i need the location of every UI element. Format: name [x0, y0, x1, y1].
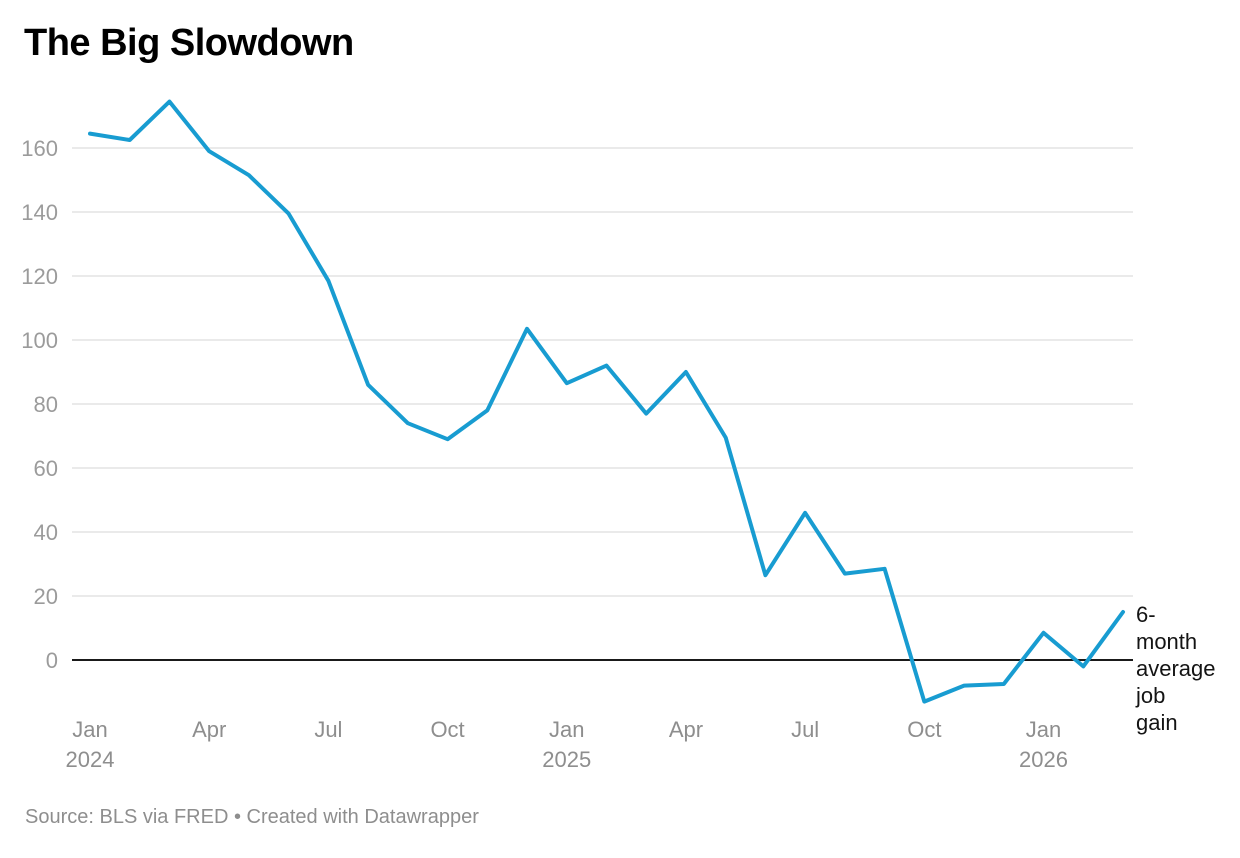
y-tick-label: 0 — [46, 648, 58, 673]
annotation-line: 6- — [1136, 602, 1156, 627]
x-tick-year: 2025 — [542, 747, 591, 772]
x-tick-label: Jan — [549, 717, 584, 742]
y-tick-label: 80 — [34, 392, 58, 417]
x-tick-label: Jan — [1026, 717, 1061, 742]
y-tick-label: 140 — [21, 200, 58, 225]
series-annotation: 6- month average job gain — [1136, 601, 1226, 736]
annotation-line: average — [1136, 656, 1216, 681]
chart-title: The Big Slowdown — [24, 22, 354, 64]
x-tick-label: Apr — [669, 717, 703, 742]
x-tick-label: Jul — [791, 717, 819, 742]
x-tick-year: 2026 — [1019, 747, 1068, 772]
y-tick-label: 100 — [21, 328, 58, 353]
annotation-line: job — [1136, 683, 1166, 708]
y-tick-label: 60 — [34, 456, 58, 481]
x-tick-label: Apr — [192, 717, 226, 742]
x-tick-label: Jan — [72, 717, 107, 742]
data-line — [88, 99, 1125, 704]
x-tick-label: Oct — [430, 717, 464, 742]
y-tick-label: 40 — [34, 520, 58, 545]
source-credit: Source: BLS via FRED • Created with Data… — [25, 806, 479, 828]
y-tick-label: 120 — [21, 264, 58, 289]
x-tick-label: Jul — [314, 717, 342, 742]
x-tick-year: 2024 — [66, 747, 115, 772]
annotation-line: month — [1136, 629, 1198, 654]
y-tick-label: 160 — [21, 136, 58, 161]
annotation-line: gain — [1136, 710, 1178, 735]
y-tick-label: 20 — [34, 584, 58, 609]
x-tick-label: Oct — [907, 717, 941, 742]
